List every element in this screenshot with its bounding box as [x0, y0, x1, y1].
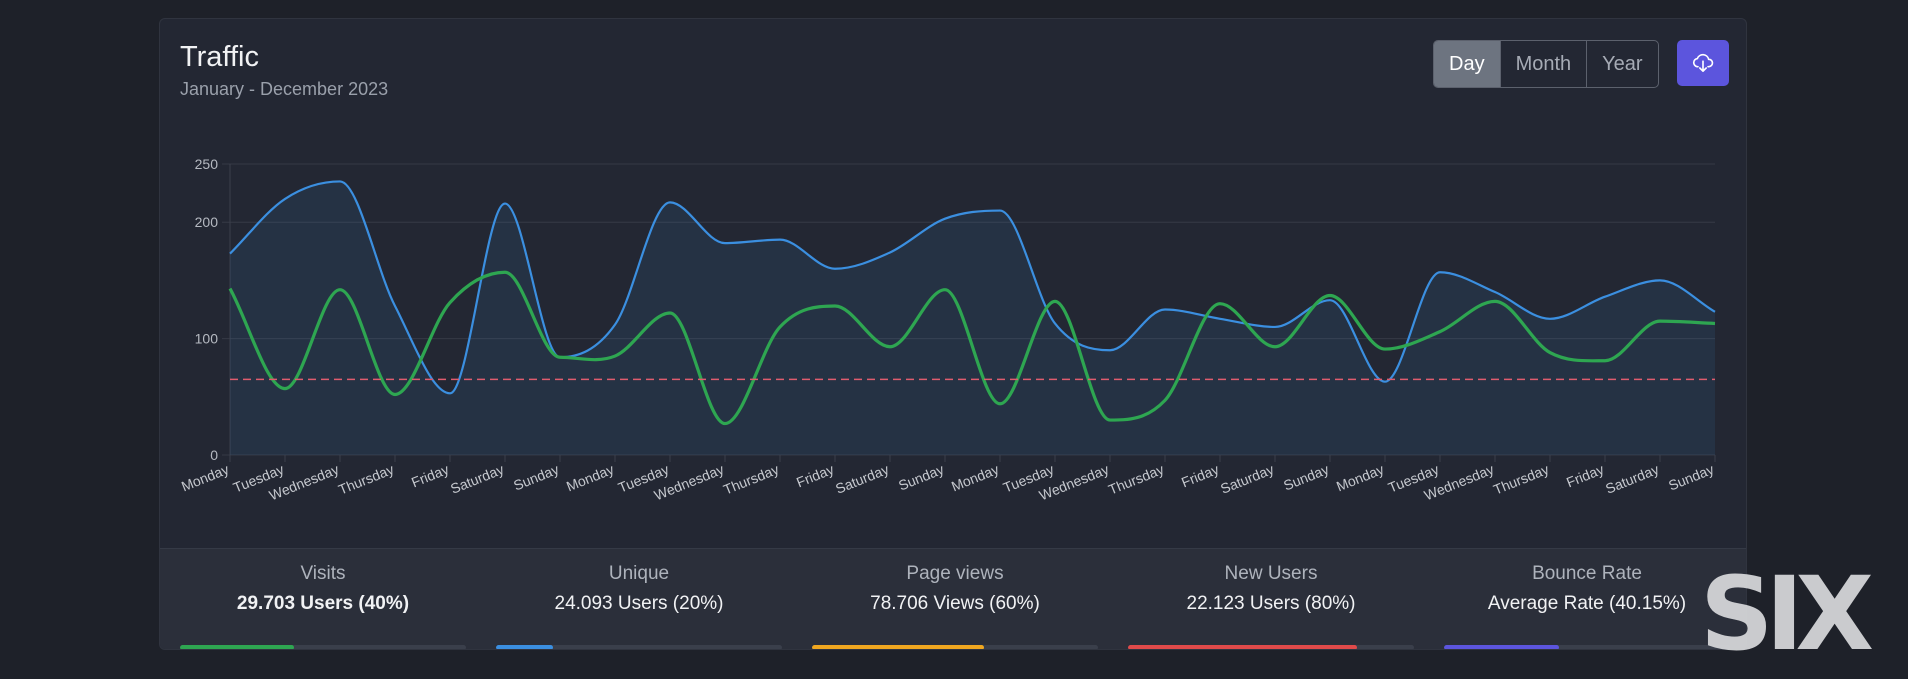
x-tick-label: Monday: [179, 461, 231, 494]
y-tick-label: 0: [210, 447, 218, 463]
x-tick-label: Thursday: [1106, 461, 1166, 498]
x-tick-label: Saturday: [1218, 461, 1276, 497]
stat-visits: Visits 29.703 Users (40%): [180, 549, 466, 649]
period-day-button[interactable]: Day: [1434, 41, 1500, 87]
stat-label: New Users: [1224, 563, 1318, 584]
svg-text:SIX: SIX: [1700, 565, 1872, 660]
period-month-button[interactable]: Month: [1499, 41, 1587, 87]
x-tick-label: Monday: [564, 461, 616, 494]
green-series-line: [228, 270, 1716, 426]
stats-footer: Visits 29.703 Users (40%) Unique 24.093 …: [160, 548, 1746, 649]
x-tick-label: Friday: [1564, 461, 1606, 490]
x-tick-label: Saturday: [1603, 461, 1661, 497]
card-title: Traffic: [180, 41, 259, 73]
stat-page-views: Page views 78.706 Views (60%): [812, 549, 1098, 649]
stat-progress-track: [496, 645, 782, 649]
x-tick-label: Friday: [409, 461, 451, 490]
six-watermark-logo: SIX: [1700, 565, 1880, 660]
stat-value: 78.706 Views (60%): [870, 593, 1040, 614]
period-toggle-group: Day Month Year: [1433, 40, 1659, 88]
stat-progress-fill: [1444, 645, 1559, 649]
card-subtitle: January - December 2023: [180, 79, 389, 99]
x-tick-label: Sunday: [896, 461, 946, 494]
x-tick-label: Saturday: [833, 461, 891, 497]
stat-label: Bounce Rate: [1532, 563, 1642, 584]
stat-progress-track: [1444, 645, 1730, 649]
x-tick-label: Sunday: [1666, 461, 1716, 494]
stat-progress-fill: [180, 645, 295, 649]
y-tick-label: 200: [195, 214, 219, 230]
stat-value: 24.093 Users (20%): [554, 593, 724, 614]
stat-value: Average Rate (40.15%): [1487, 593, 1687, 614]
x-tick-label: Friday: [794, 461, 836, 490]
traffic-card: Traffic January - December 2023 Day Mont…: [159, 18, 1747, 650]
stat-progress-fill: [496, 645, 554, 649]
y-tick-label: 250: [195, 156, 219, 172]
stat-progress-fill: [812, 645, 984, 649]
x-tick-label: Sunday: [1281, 461, 1331, 494]
blue-series-line: [229, 180, 1716, 395]
stat-bounce-rate: Bounce Rate Average Rate (40.15%): [1444, 549, 1730, 649]
stat-progress-track: [180, 645, 466, 649]
stat-progress-track: [812, 645, 1098, 649]
stat-label: Page views: [906, 563, 1004, 584]
stat-new-users: New Users 22.123 Users (80%): [1128, 549, 1414, 649]
stat-value: 22.123 Users (80%): [1186, 593, 1356, 614]
period-year-button[interactable]: Year: [1586, 41, 1657, 87]
stat-progress-fill: [1128, 645, 1357, 649]
x-tick-label: Friday: [1179, 461, 1221, 490]
x-tick-label: Sunday: [511, 461, 561, 494]
stat-label: Unique: [608, 563, 670, 584]
stat-progress-track: [1128, 645, 1414, 649]
x-tick-label: Thursday: [336, 461, 396, 498]
y-tick-label: 100: [195, 331, 219, 347]
x-tick-label: Saturday: [448, 461, 506, 497]
cloud-download-icon: [1692, 53, 1714, 72]
x-tick-label: Monday: [949, 461, 1001, 494]
x-tick-label: Thursday: [721, 461, 781, 498]
stat-value: 29.703 Users (40%): [236, 593, 410, 614]
download-button[interactable]: [1677, 40, 1729, 86]
x-tick-label: Thursday: [1491, 461, 1551, 498]
stat-label: Visits: [300, 563, 346, 584]
x-tick-label: Monday: [1334, 461, 1386, 494]
blue-series-area: [230, 181, 1715, 455]
stat-unique: Unique 24.093 Users (20%): [496, 549, 782, 649]
